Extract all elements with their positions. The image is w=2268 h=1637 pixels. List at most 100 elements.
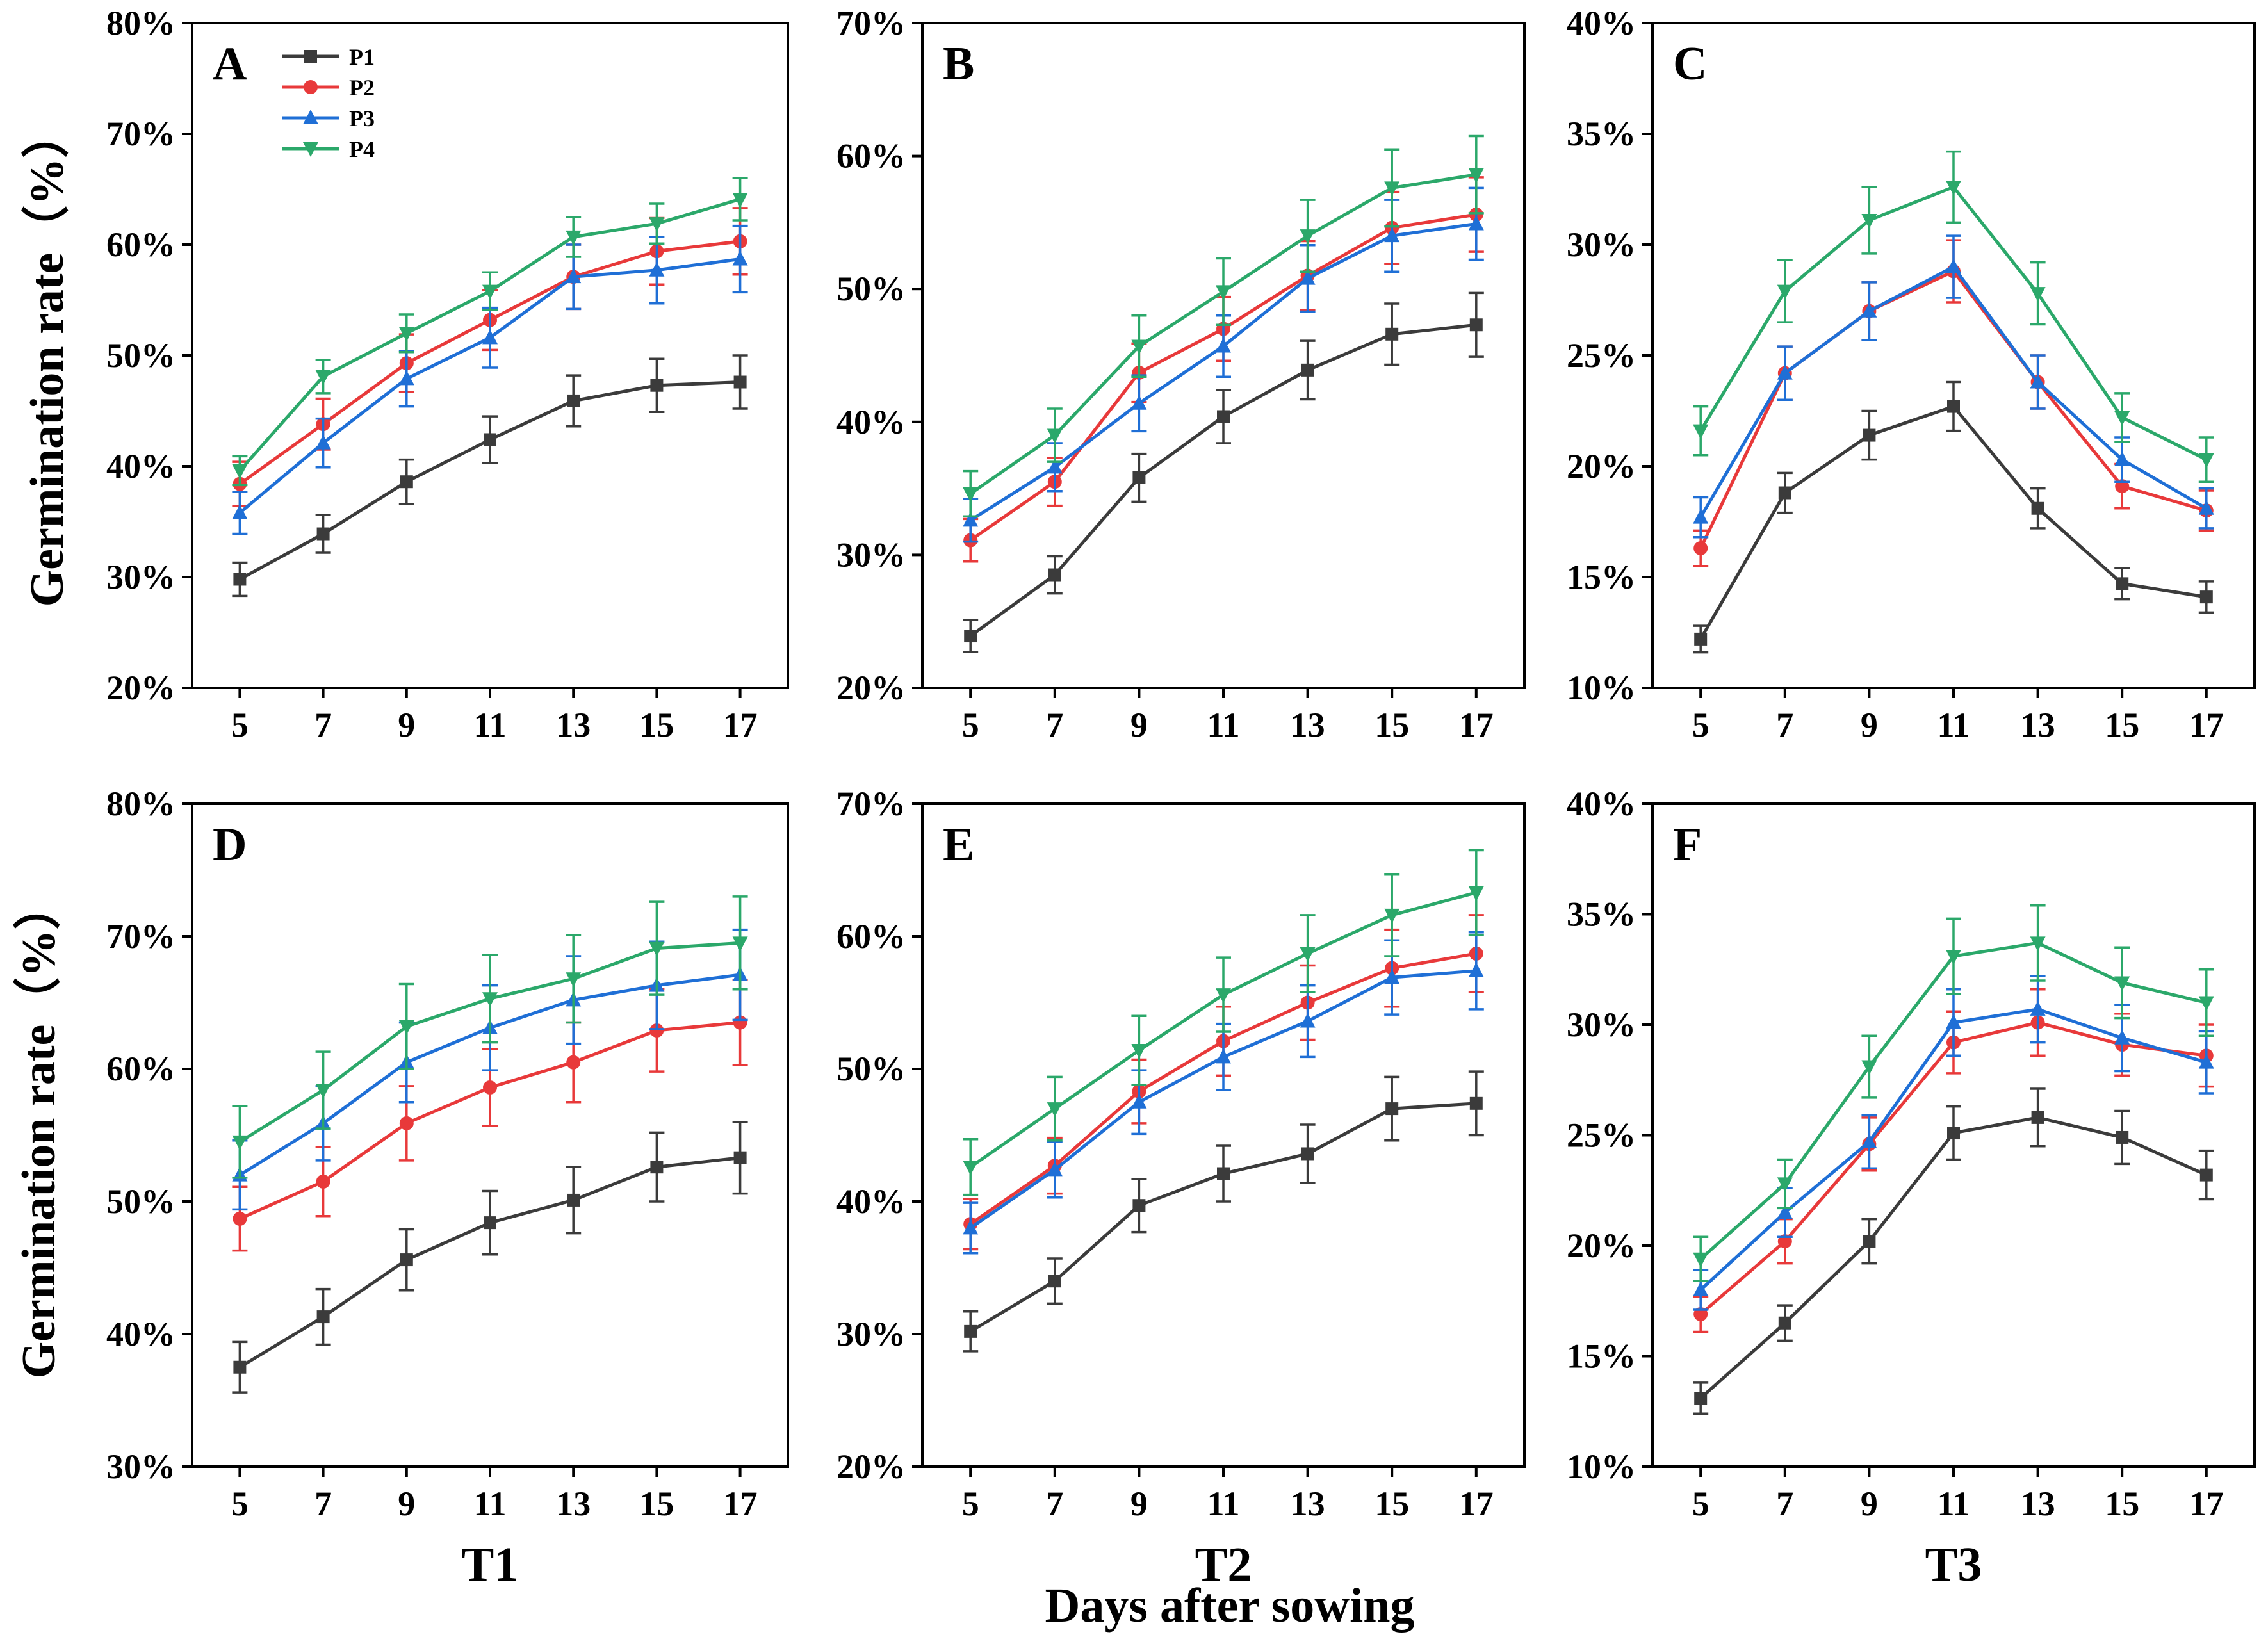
- data-point-P4: [1300, 947, 1316, 962]
- data-point-P3: [1861, 302, 1877, 318]
- x-tick-label-E: 15: [1375, 1485, 1409, 1523]
- y-tick-label-A: 20%: [106, 669, 175, 707]
- x-tick-label-A: 17: [723, 706, 758, 744]
- data-point-P3: [566, 268, 582, 284]
- y-tick-label-F: 30%: [1567, 1006, 1636, 1044]
- data-point-P1: [733, 1151, 747, 1164]
- series-P4-B: [963, 134, 1484, 517]
- y-axis-title-bottom: Germination rate（%）: [13, 883, 65, 1379]
- data-point-P1: [2031, 501, 2044, 515]
- series-P3-A: [232, 224, 748, 535]
- data-point-P1: [1048, 568, 1061, 582]
- data-point-P4: [732, 193, 748, 208]
- series-P1-D: [232, 1121, 748, 1394]
- series-P1-F: [1693, 1087, 2214, 1415]
- series-P4-F: [1693, 904, 2214, 1282]
- panel-D: 30% 40% 50% 60% 70% 80% 5 7 9 11 13 15 17 D T1: [106, 785, 789, 1592]
- panel-label-C: C: [1673, 38, 1707, 90]
- data-point-P4: [732, 936, 748, 952]
- y-tick-label-F: 25%: [1567, 1116, 1636, 1155]
- series-P4-C: [1693, 150, 2214, 483]
- data-point-P3: [1693, 509, 1709, 524]
- data-point-P3: [398, 370, 414, 386]
- data-point-P1: [1048, 1275, 1061, 1288]
- panel-A: 20% 30% 40% 50% 60% 70% 80% 5 7 9 11 13 15 17 A: [106, 4, 789, 744]
- y-tick-label-B: 70%: [836, 4, 906, 42]
- data-point-P4: [1777, 284, 1793, 300]
- y-tick-label-C: 10%: [1567, 669, 1636, 707]
- series-P4-E: [963, 849, 1484, 1196]
- data-point-P4: [1047, 1102, 1063, 1118]
- data-point-P3: [1468, 962, 1484, 977]
- data-point-P4: [1946, 950, 1961, 965]
- x-tick-label-D: 13: [556, 1485, 591, 1523]
- x-tick-label-C: 7: [1776, 706, 1793, 744]
- data-point-P3: [2198, 1054, 2214, 1069]
- data-point-P3: [1131, 395, 1147, 410]
- data-point-P4: [1216, 285, 1231, 300]
- y-tick-label-E: 40%: [836, 1182, 906, 1221]
- data-point-P1: [964, 630, 977, 643]
- x-tick-label-C: 15: [2105, 706, 2139, 744]
- data-point-P3: [1047, 1161, 1063, 1177]
- x-tick-label-F: 13: [2021, 1485, 2055, 1523]
- data-point-P1: [484, 433, 496, 446]
- data-point-P1: [1385, 1102, 1399, 1116]
- y-tick-label-C: 40%: [1567, 4, 1636, 42]
- data-point-P4: [1047, 428, 1063, 444]
- x-tick-label-C: 13: [2021, 706, 2055, 744]
- data-point-P3: [1777, 364, 1793, 380]
- data-point-P3: [963, 1219, 979, 1235]
- y-tick-label-E: 30%: [836, 1315, 906, 1353]
- data-point-P4: [398, 327, 414, 342]
- x-tick-label-A: 5: [231, 706, 249, 744]
- data-point-P1: [316, 1310, 330, 1324]
- data-point-P3: [732, 250, 748, 266]
- y-tick-label-A: 60%: [106, 225, 175, 264]
- data-point-P3: [1468, 215, 1484, 231]
- data-point-P1: [1778, 1316, 1791, 1330]
- y-tick-label-D: 30%: [106, 1447, 175, 1486]
- data-point-P2: [1693, 541, 1708, 556]
- panel-E: 20% 30% 40% 50% 60% 70% 5 7 9 11 13 15 17 E T2: [836, 785, 1526, 1592]
- legend-marker-P2: [304, 80, 318, 94]
- data-point-P4: [1131, 1044, 1147, 1059]
- data-point-P2: [483, 1080, 497, 1095]
- data-point-P4: [232, 464, 248, 479]
- y-tick-label-A: 50%: [106, 336, 175, 375]
- x-tick-label-F: 11: [1937, 1485, 1970, 1523]
- x-tick-label-C: 9: [1861, 706, 1878, 744]
- data-point-P4: [2030, 936, 2046, 952]
- y-tick-label-C: 35%: [1567, 115, 1636, 153]
- data-point-P2: [649, 1023, 664, 1038]
- y-tick-label-F: 20%: [1567, 1226, 1636, 1265]
- data-point-P4: [1384, 181, 1400, 197]
- data-point-P3: [1693, 1282, 1709, 1296]
- y-tick-label-C: 25%: [1567, 336, 1636, 375]
- data-point-P2: [316, 1174, 330, 1189]
- series-P3-C: [1693, 234, 2214, 539]
- y-tick-label-A: 80%: [106, 4, 175, 42]
- legend-marker-P3: [303, 110, 318, 124]
- y-tick-label-A: 70%: [106, 115, 175, 153]
- data-point-P4: [2198, 453, 2214, 468]
- data-point-P3: [1300, 1013, 1316, 1028]
- data-point-P3: [482, 329, 498, 345]
- series-P1-A: [232, 354, 748, 598]
- y-tick-label-E: 60%: [836, 917, 906, 956]
- data-point-P1: [964, 1324, 977, 1338]
- data-point-P4: [1861, 1060, 1877, 1075]
- y-tick-label-C: 15%: [1567, 558, 1636, 596]
- x-tick-label-F: 5: [1692, 1485, 1709, 1523]
- legend-marker-P4: [303, 142, 318, 157]
- x-tick-label-E: 17: [1459, 1485, 1494, 1523]
- x-tick-label-D: 9: [398, 1485, 415, 1523]
- y-tick-label-A: 40%: [106, 447, 175, 485]
- y-tick-label-D: 60%: [106, 1050, 175, 1088]
- y-tick-label-E: 20%: [836, 1447, 906, 1486]
- x-tick-label-D: 5: [231, 1485, 249, 1523]
- data-point-P1: [1132, 1199, 1146, 1212]
- data-point-P4: [2114, 976, 2130, 991]
- data-point-P4: [398, 1020, 414, 1035]
- y-tick-label-A: 30%: [106, 558, 175, 596]
